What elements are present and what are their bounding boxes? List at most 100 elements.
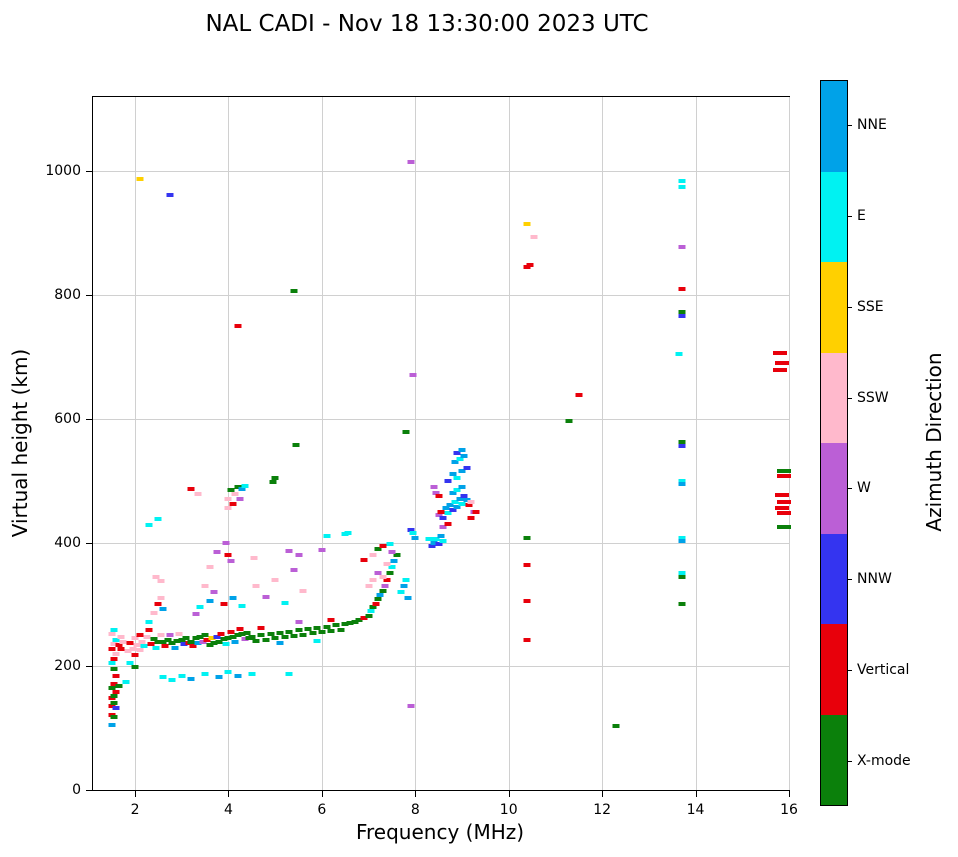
echo-point <box>108 696 116 701</box>
echo-point <box>372 602 380 607</box>
echo-point <box>439 515 447 520</box>
echo-point <box>777 499 792 504</box>
echo-point <box>383 577 391 582</box>
y-gridline <box>93 418 789 420</box>
echo-point <box>428 543 436 548</box>
echo-point <box>299 632 307 637</box>
echo-point <box>196 634 204 639</box>
echo-point <box>262 637 270 642</box>
echo-point <box>463 498 471 503</box>
echo-point <box>332 623 340 628</box>
echo-point <box>444 521 452 526</box>
echo-point <box>774 361 789 366</box>
x-tick-label: 2 <box>130 802 140 818</box>
echo-point <box>140 644 148 649</box>
x-tick-label: 14 <box>686 802 705 818</box>
echo-point <box>189 644 197 649</box>
echo-point <box>222 540 230 545</box>
echo-point <box>327 628 335 633</box>
echo-point <box>456 456 464 461</box>
echo-point <box>467 500 475 505</box>
echo-point <box>206 599 214 604</box>
x-tick-mark <box>415 791 417 797</box>
echo-point <box>411 535 419 540</box>
echo-point <box>346 620 354 625</box>
echo-point <box>678 482 686 487</box>
colorbar-entry-label: W <box>857 480 871 497</box>
echo-point <box>565 418 573 423</box>
echo-point <box>313 625 321 630</box>
echo-point <box>458 502 466 507</box>
echo-point <box>143 634 151 639</box>
echo-point <box>295 619 303 624</box>
echo-point <box>122 679 130 684</box>
x-tick-label: 16 <box>780 802 798 818</box>
echo-point <box>451 500 459 505</box>
echo-point <box>227 629 235 634</box>
echo-point <box>108 661 116 666</box>
echo-point <box>250 555 258 560</box>
colorbar-tick-mark <box>848 216 852 218</box>
echo-point <box>236 497 244 502</box>
echo-point <box>379 574 387 579</box>
colorbar-label: Azimuth Direction <box>922 352 946 532</box>
echo-point <box>115 684 123 689</box>
echo-point <box>432 491 440 495</box>
echo-point <box>435 512 443 517</box>
echo-point <box>449 472 457 477</box>
x-tick-label: 8 <box>410 802 420 818</box>
echo-point <box>159 639 167 644</box>
echo-point <box>252 583 260 588</box>
echo-point <box>222 641 230 646</box>
echo-point <box>234 323 242 328</box>
echo-point <box>112 637 120 642</box>
colorbar-tick-mark <box>848 669 852 671</box>
echo-point <box>304 627 312 632</box>
colorbar-segment-sse <box>821 262 847 353</box>
echo-point <box>460 453 468 458</box>
echo-point <box>271 636 279 641</box>
echo-point <box>678 440 686 445</box>
echo-point <box>281 601 289 606</box>
echo-point <box>318 630 326 635</box>
echo-point <box>194 640 202 645</box>
echo-point <box>444 478 452 483</box>
echo-point <box>217 632 225 637</box>
colorbar-tick-mark <box>848 579 852 581</box>
echo-point <box>678 286 686 291</box>
y-axis-label: Virtual height (km) <box>8 348 32 538</box>
echo-point <box>369 552 377 557</box>
echo-point <box>220 602 228 607</box>
echo-point <box>224 497 232 502</box>
echo-point <box>248 634 256 639</box>
echo-point <box>110 714 118 719</box>
echo-point <box>290 289 298 294</box>
echo-point <box>124 648 132 653</box>
echo-point <box>199 639 207 644</box>
echo-point <box>369 605 377 610</box>
echo-point <box>234 673 242 678</box>
echo-point <box>206 565 214 570</box>
echo-point <box>238 632 246 637</box>
colorbar-segment-e <box>821 171 847 262</box>
echo-point <box>110 656 118 661</box>
echo-point <box>166 632 174 637</box>
echo-point <box>390 559 398 564</box>
echo-point <box>458 484 466 489</box>
echo-point <box>276 630 284 635</box>
echo-point <box>229 502 237 507</box>
echo-point <box>449 508 457 513</box>
echo-point <box>276 640 284 645</box>
echo-point <box>117 646 125 651</box>
echo-point <box>154 516 162 521</box>
echo-point <box>678 478 686 483</box>
x-gridline <box>789 97 790 790</box>
colorbar-tick-mark <box>848 306 852 308</box>
x-tick-label: 4 <box>223 802 233 818</box>
x-tick-mark <box>321 791 323 797</box>
echo-point <box>285 672 293 677</box>
echo-point <box>678 443 686 448</box>
echo-point <box>110 628 118 633</box>
colorbar-entry-label: E <box>857 208 866 225</box>
y-tick-label: 800 <box>54 287 81 303</box>
